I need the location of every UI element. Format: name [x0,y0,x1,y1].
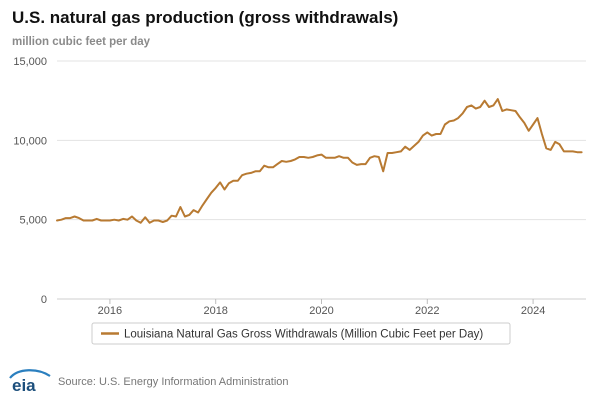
x-tick-label: 2024 [521,305,545,317]
series-line [56,98,583,224]
chart-title: U.S. natural gas production (gross withd… [12,8,399,27]
x-tick-label: 2022 [415,305,439,317]
svg-text:eia: eia [12,376,36,394]
eia-logo-icon: eia [9,369,51,394]
y-tick-label: 0 [41,294,47,306]
x-tick-label: 2018 [203,305,227,317]
legend-label: Louisiana Natural Gas Gross Withdrawals … [124,329,483,341]
legend-box [91,322,511,345]
chart-subtitle: million cubic feet per day [12,36,151,48]
source-note: Source: U.S. Energy Information Administ… [58,376,289,388]
x-tick-label: 2016 [98,305,122,317]
y-tick-label: 10,000 [13,135,47,147]
y-tick-label: 15,000 [13,56,47,68]
y-tick-label: 5,000 [19,215,47,227]
x-tick-label: 2020 [309,305,333,317]
